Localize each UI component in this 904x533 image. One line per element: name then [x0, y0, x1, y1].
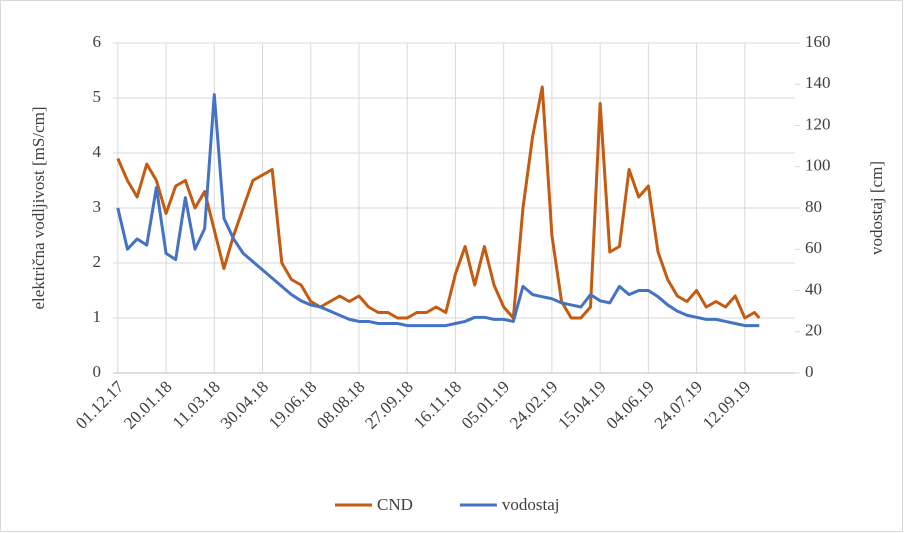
y2-axis-label: vodostaj [cm]	[867, 161, 886, 255]
y-tick-label: 4	[93, 142, 102, 161]
legend-label: CND	[377, 495, 413, 514]
y-axis-label: električna vodljivost [mS/cm]	[29, 106, 48, 309]
legend-label: vodostaj	[502, 495, 560, 514]
y-tick-label: 0	[93, 362, 102, 381]
y-tick-label: 3	[93, 197, 102, 216]
y2-tick-label: 20	[805, 321, 822, 340]
y2-tick-label: 160	[805, 32, 831, 51]
y2-tick-label: 120	[805, 114, 831, 133]
y2-tick-label: 100	[805, 156, 831, 175]
y2-tick-label: 40	[805, 279, 822, 298]
y2-tick-label: 140	[805, 73, 831, 92]
series-line	[116, 85, 761, 320]
y-tick-label: 6	[93, 32, 102, 51]
y2-tick-label: 80	[805, 197, 822, 216]
y-tick-label: 2	[93, 252, 102, 271]
y-tick-label: 1	[93, 307, 102, 326]
y2-tick-label: 0	[805, 362, 814, 381]
series-line	[116, 93, 760, 328]
y-tick-label: 5	[93, 87, 102, 106]
y2-tick-label: 60	[805, 238, 822, 257]
